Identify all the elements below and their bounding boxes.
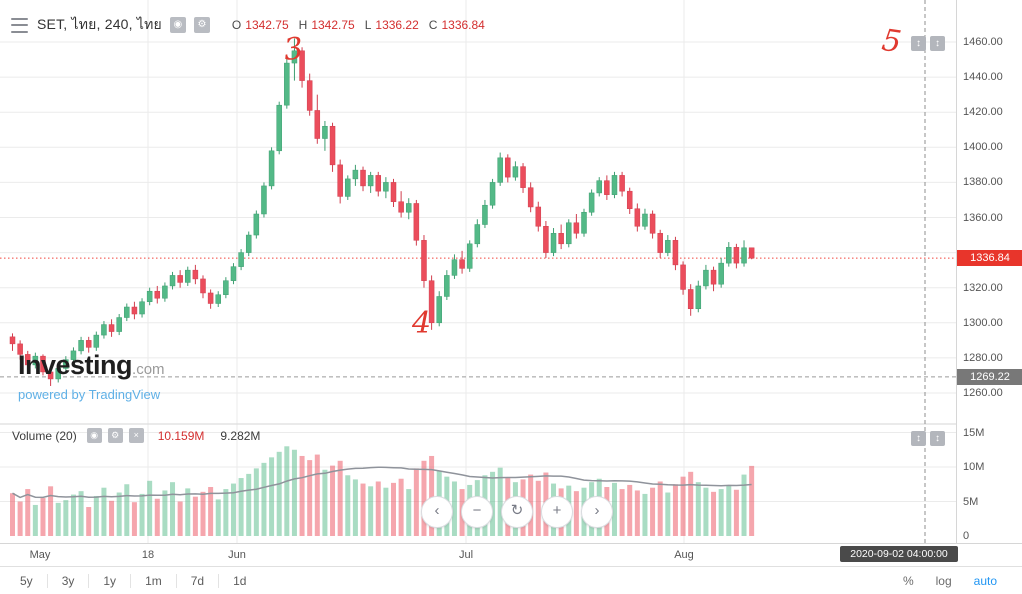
price-tick: 1380.00	[963, 176, 1003, 189]
low-label: L	[364, 18, 372, 32]
price-tick: 1440.00	[963, 71, 1003, 84]
price-tick: 1460.00	[963, 36, 1003, 48]
range-button-7d[interactable]: 7d	[175, 574, 218, 588]
watermark: Investing.com powered by TradingView	[18, 350, 165, 402]
range-button-5y[interactable]: 5y	[20, 574, 33, 588]
volume-pane-scale-down-icon[interactable]: ↕	[930, 431, 945, 446]
chart-canvas[interactable]	[0, 0, 1022, 543]
eye-icon[interactable]: ◉	[169, 17, 186, 33]
drawn-number-4[interactable]: 4	[412, 306, 432, 341]
range-button-1m[interactable]: 1m	[130, 574, 176, 588]
open-label: O	[231, 18, 242, 32]
time-tick-Aug: Aug	[674, 549, 694, 561]
volume-tick: 15M	[963, 426, 985, 439]
volume-tick: 0	[963, 530, 970, 542]
volume-settings-icon[interactable]: ⚙	[107, 428, 123, 443]
watermark-brand: Investing	[18, 350, 133, 380]
volume-bars	[10, 446, 755, 536]
time-tick-18: 18	[141, 549, 155, 561]
volume-title: Volume (20)	[12, 428, 77, 443]
volume-pane-scale-up-icon[interactable]: ↕	[911, 431, 926, 446]
candles	[9, 38, 755, 386]
open-value: 1342.75	[245, 18, 289, 32]
settings-icon[interactable]: ⚙	[193, 17, 210, 33]
zoom-in-button[interactable]: +	[541, 496, 573, 528]
scale-button-%[interactable]: %	[902, 574, 914, 588]
scale-button-auto[interactable]: auto	[973, 574, 997, 588]
close-label: C	[428, 18, 438, 32]
range-button-1d[interactable]: 1d	[218, 574, 260, 588]
drawn-number-3[interactable]: 3	[282, 31, 305, 68]
last-price-badge: 1336.84	[957, 250, 1022, 267]
price-axis[interactable]: 1460.00 1440.00 1420.00 1400.00 1380.00 1360.…	[956, 0, 1022, 543]
range-button-3y[interactable]: 3y	[46, 574, 89, 588]
time-tick-May: May	[29, 549, 51, 561]
time-tick-Jun: Jun	[228, 549, 246, 561]
volume-ma-value: 9.282M	[220, 428, 261, 443]
volume-tick: 10M	[963, 461, 985, 473]
menu-icon[interactable]	[10, 16, 29, 35]
price-pane-scale-down-icon[interactable]: ↕	[930, 36, 945, 51]
close-value: 1336.84	[441, 18, 485, 32]
volume-eye-icon[interactable]: ◉	[86, 428, 102, 443]
ohlc-values: O 1342.75 H 1342.75 L 1336.22 C 1336.84	[226, 18, 485, 32]
price-tick: 1280.00	[963, 351, 1003, 364]
scale-mode-buttons: % log auto	[892, 574, 1022, 588]
price-tick: 1320.00	[963, 281, 1003, 294]
price-tick: 1300.00	[963, 316, 1003, 329]
powered-by-link[interactable]: powered by TradingView	[18, 387, 161, 402]
time-tick-Jul: Jul	[458, 549, 474, 561]
volume-ma-line	[12, 466, 752, 499]
zoom-out-button[interactable]: −	[461, 496, 493, 528]
volume-tick: 5M	[963, 495, 979, 508]
price-tick: 1360.00	[963, 211, 1003, 224]
symbol-title: SET, ไทย, 240, ไทย	[37, 16, 162, 32]
watermark-brand-suffix: .com	[132, 361, 165, 378]
volume-close-icon[interactable]: ×	[128, 428, 144, 443]
price-tick: 1420.00	[963, 106, 1003, 119]
range-buttons: 5y 3y 1y 1m 7d 1d	[0, 574, 260, 588]
symbol-legend: SET, ไทย, 240, ไทย ◉ ⚙ O 1342.75 H 1342.75…	[10, 14, 485, 36]
high-value: 1342.75	[311, 18, 355, 32]
low-value: 1336.22	[375, 18, 419, 32]
volume-legend: Volume (20) ◉ ⚙ × 10.159M 9.282M	[12, 428, 260, 443]
bottom-toolbar: 5y 3y 1y 1m 7d 1d % log auto	[0, 566, 1022, 594]
time-axis[interactable]: May 18 Jun Jul Aug 2020-09-02 04:00:00	[0, 543, 1022, 567]
crosshair-time-badge: 2020-09-02 04:00:00	[840, 546, 958, 562]
reset-view-button[interactable]: ↻	[501, 496, 533, 528]
scale-button-log[interactable]: log	[935, 574, 952, 588]
price-tick: 1400.00	[963, 141, 1003, 154]
gridlines	[0, 0, 956, 543]
price-tick: 1260.00	[963, 387, 1003, 399]
volume-value: 10.159M	[157, 428, 205, 443]
high-label: H	[298, 18, 308, 32]
pan-left-button[interactable]: ‹	[421, 496, 453, 528]
pan-right-button[interactable]: ›	[581, 496, 613, 528]
range-button-1y[interactable]: 1y	[88, 574, 130, 588]
chart-nav-buttons: ‹ − ↻ + ›	[421, 496, 613, 528]
price-pane-scale-up-icon[interactable]: ↕	[911, 36, 926, 51]
level-price-badge: 1269.22	[957, 368, 1022, 385]
